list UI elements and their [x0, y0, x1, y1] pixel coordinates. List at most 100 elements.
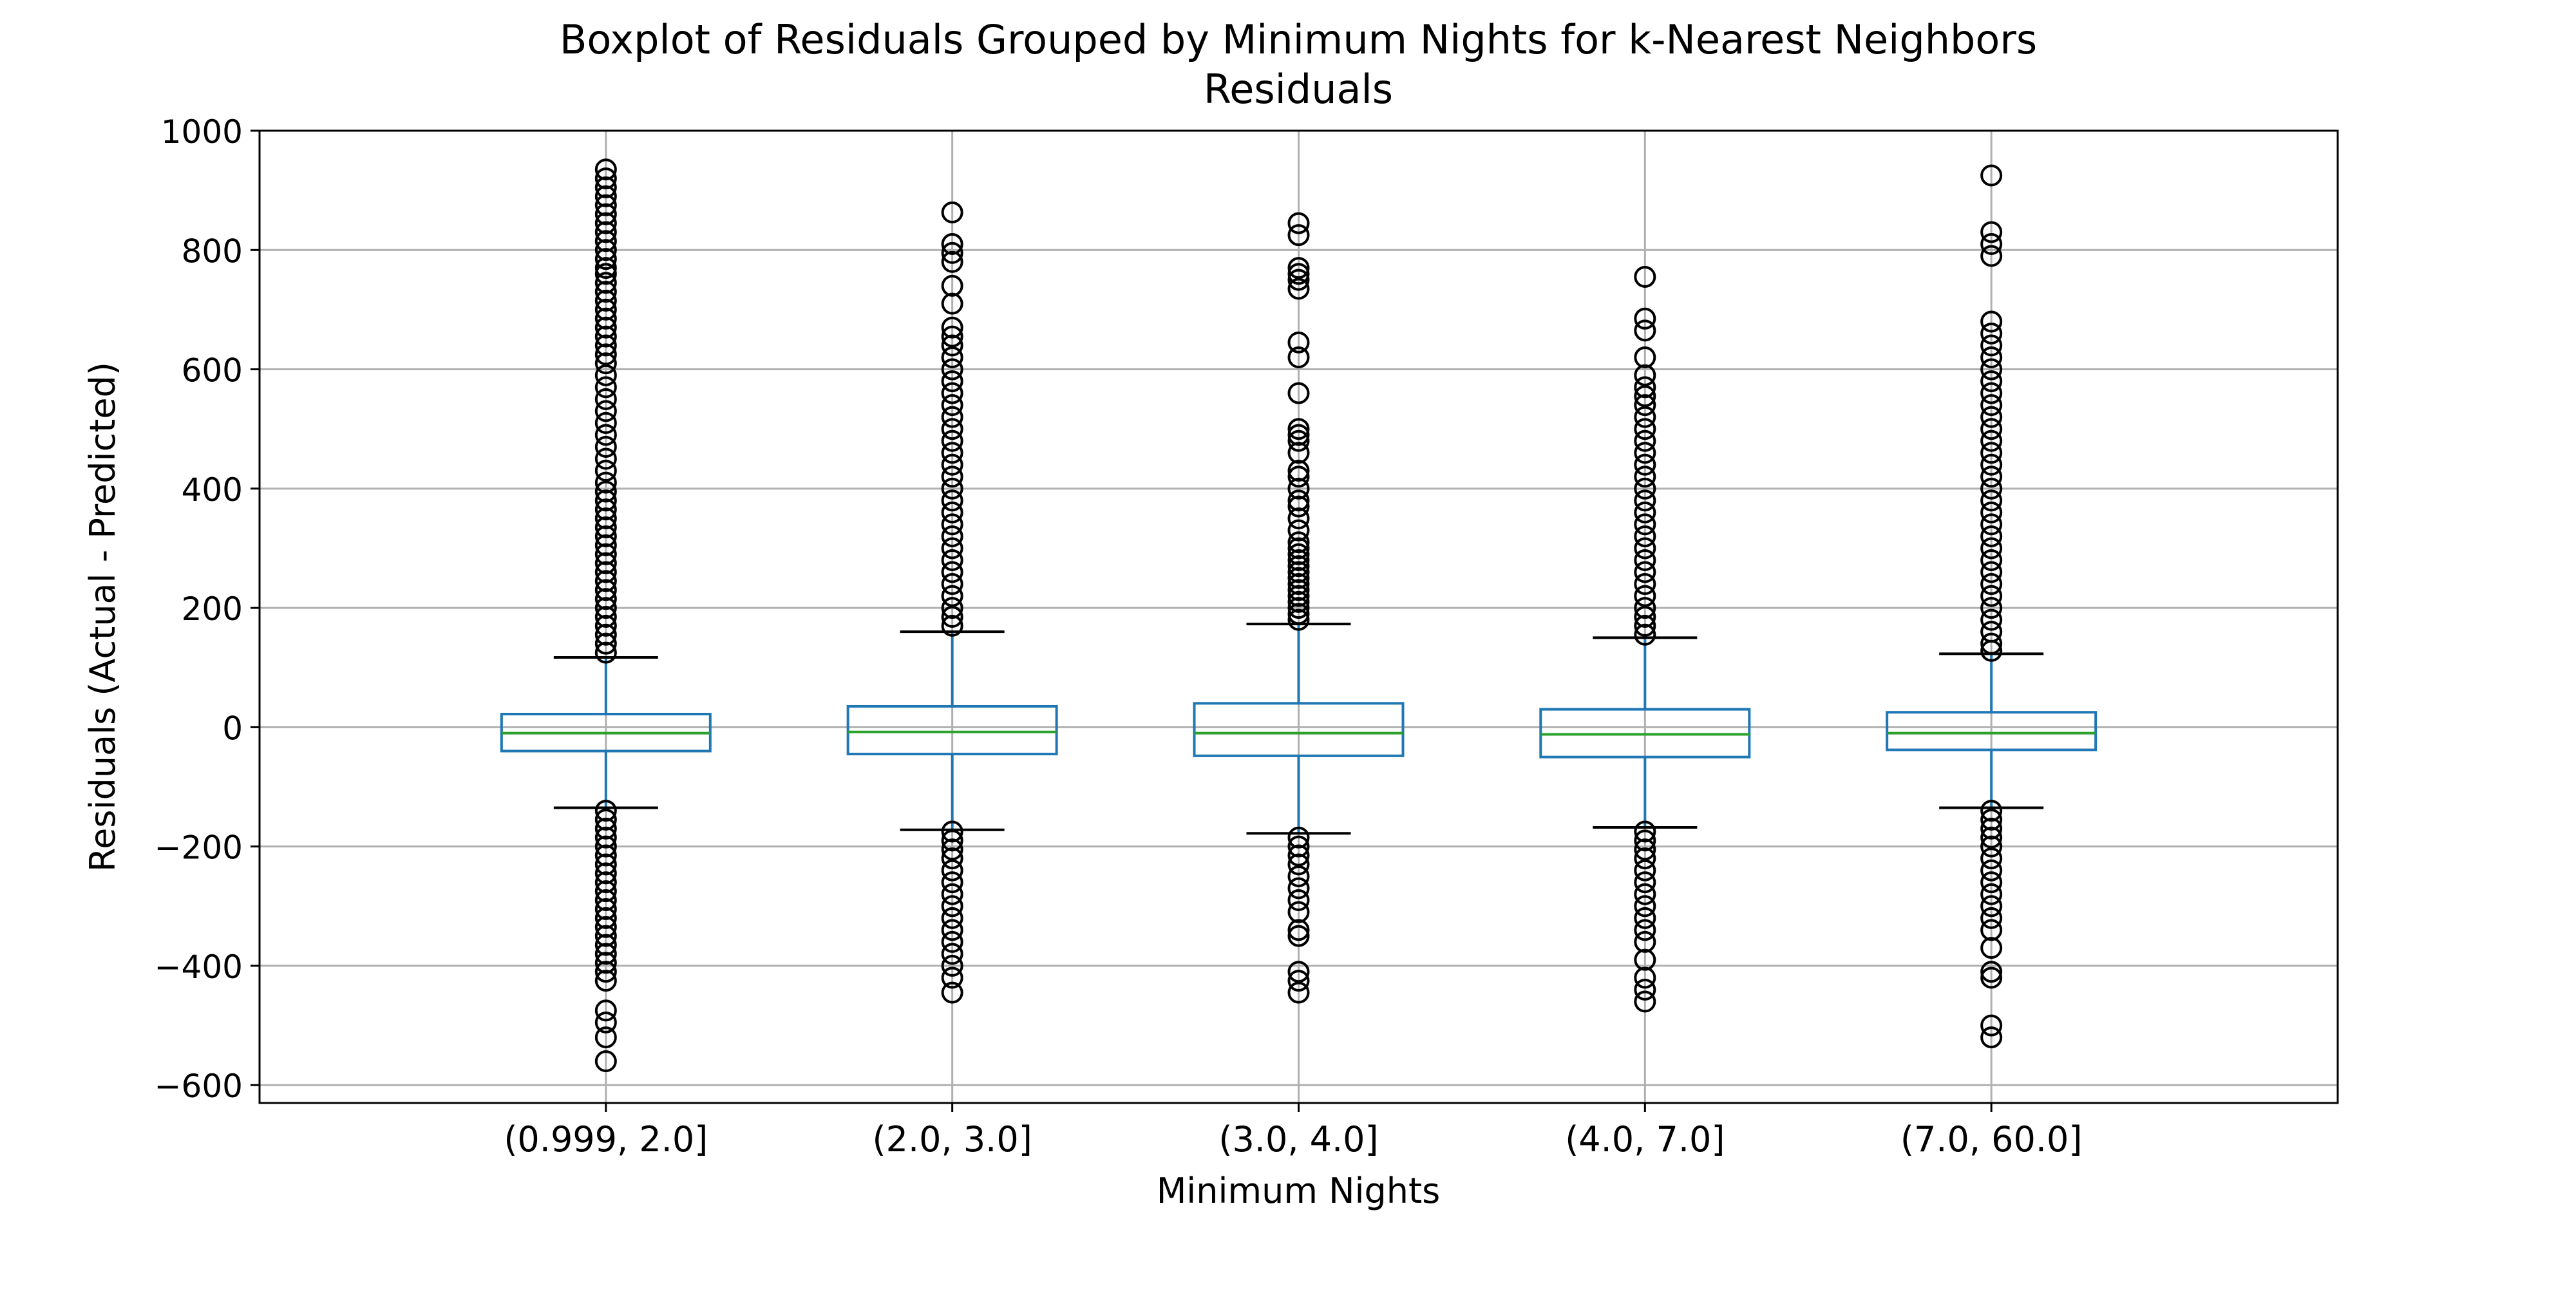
outlier-point [1287, 424, 1310, 446]
outlier-point [594, 606, 617, 628]
outlier-point [1287, 970, 1310, 992]
outlier-point [1980, 895, 2003, 918]
outlier-point [941, 585, 963, 607]
outlier-point [941, 525, 963, 547]
outlier-point [1634, 966, 1656, 989]
outlier-point [594, 298, 617, 321]
outlier-point [1287, 224, 1310, 247]
outlier-point [594, 871, 617, 894]
outlier-point [1287, 263, 1310, 285]
outlier-point [594, 203, 617, 225]
outlier-point [594, 221, 617, 243]
y-axis-label: Residuals (Actual - Predicted) [82, 362, 123, 872]
outlier-point [1980, 632, 2003, 655]
outlier-point [941, 883, 963, 905]
outlier-point [1634, 907, 1656, 929]
outlier-point [941, 418, 963, 440]
outlier-point [1634, 265, 1656, 288]
y-tick-label: −400 [155, 948, 243, 986]
outlier-point [594, 844, 617, 867]
x-tick-label: (3.0, 4.0] [1218, 1119, 1378, 1160]
outlier-point [594, 800, 617, 822]
outlier-point [594, 448, 617, 470]
outlier-point [594, 194, 617, 216]
outlier-point [941, 394, 963, 417]
outlier-point [941, 241, 963, 264]
outlier-point [1980, 597, 2003, 619]
outlier-point [594, 471, 617, 494]
outlier-point [1634, 597, 1656, 619]
outlier-point [1287, 429, 1310, 452]
outlier-point [1980, 310, 2003, 333]
outlier-point [941, 370, 963, 393]
outlier-point [594, 257, 617, 279]
outlier-point [1980, 808, 2003, 831]
outlier-point [941, 250, 963, 273]
outlier-point [594, 525, 617, 547]
iqr-box [1193, 702, 1405, 757]
chart-title: Boxplot of Residuals Grouped by Minimum … [560, 16, 2037, 63]
outlier-point [1980, 466, 2003, 488]
outlier-point [941, 549, 963, 571]
outlier-point [594, 460, 617, 482]
outlier-point [941, 292, 963, 315]
x-tick-label: (2.0, 3.0] [873, 1119, 1032, 1160]
outlier-point [941, 316, 963, 339]
outlier-point [594, 388, 617, 410]
outlier-point [594, 898, 617, 920]
outlier-point [1287, 269, 1310, 291]
outlier-point [1980, 1014, 2003, 1037]
outlier-point [1980, 334, 2003, 357]
outlier-point [941, 597, 963, 619]
outlier-point [1634, 489, 1656, 512]
outlier-point [594, 970, 617, 992]
outlier-point [941, 943, 963, 965]
outlier-point [1980, 573, 2003, 596]
outlier-point [1634, 418, 1656, 440]
outlier-point [594, 934, 617, 956]
outlier-point [594, 325, 617, 348]
outlier-point [1980, 513, 2003, 536]
outlier-point [1287, 418, 1310, 440]
outlier-point [1980, 394, 2003, 417]
outlier-point [1634, 895, 1656, 918]
outlier-point [1634, 978, 1656, 1001]
y-tick-label: −200 [155, 829, 243, 867]
outlier-point [1634, 477, 1656, 500]
outlier-point [1287, 961, 1310, 983]
outlier-point [594, 343, 617, 366]
outlier-point [1287, 579, 1310, 601]
outlier-point [594, 167, 617, 190]
outlier-point [594, 588, 617, 610]
outlier-point [1634, 537, 1656, 560]
outlier-point [941, 871, 963, 894]
outlier-point [941, 895, 963, 918]
outlier-point [941, 453, 963, 476]
iqr-box [1886, 711, 2098, 751]
outlier-point [1287, 466, 1310, 488]
outlier-point [1980, 883, 2003, 905]
outlier-point [1980, 221, 2003, 243]
outlier-point [594, 248, 617, 270]
outlier-point [594, 579, 617, 601]
box-group [1886, 164, 2098, 1049]
outlier-point [1634, 307, 1656, 330]
outlier-point [941, 847, 963, 870]
outlier-point [1980, 489, 2003, 512]
outlier-point [594, 307, 617, 330]
outlier-point [1980, 937, 2003, 959]
outlier-point [1287, 549, 1310, 571]
outlier-point [941, 325, 963, 348]
outlier-point [1287, 382, 1310, 404]
outlier-point [1287, 507, 1310, 530]
outlier-point [594, 176, 617, 199]
outlier-point [594, 632, 617, 655]
box-group [1193, 212, 1405, 1004]
outlier-point [594, 961, 617, 983]
outlier-point [1287, 561, 1310, 583]
y-tick-label: 1000 [161, 113, 243, 151]
outlier-point [1287, 590, 1310, 613]
outlier-point [941, 477, 963, 500]
outlier-point [1287, 460, 1310, 482]
